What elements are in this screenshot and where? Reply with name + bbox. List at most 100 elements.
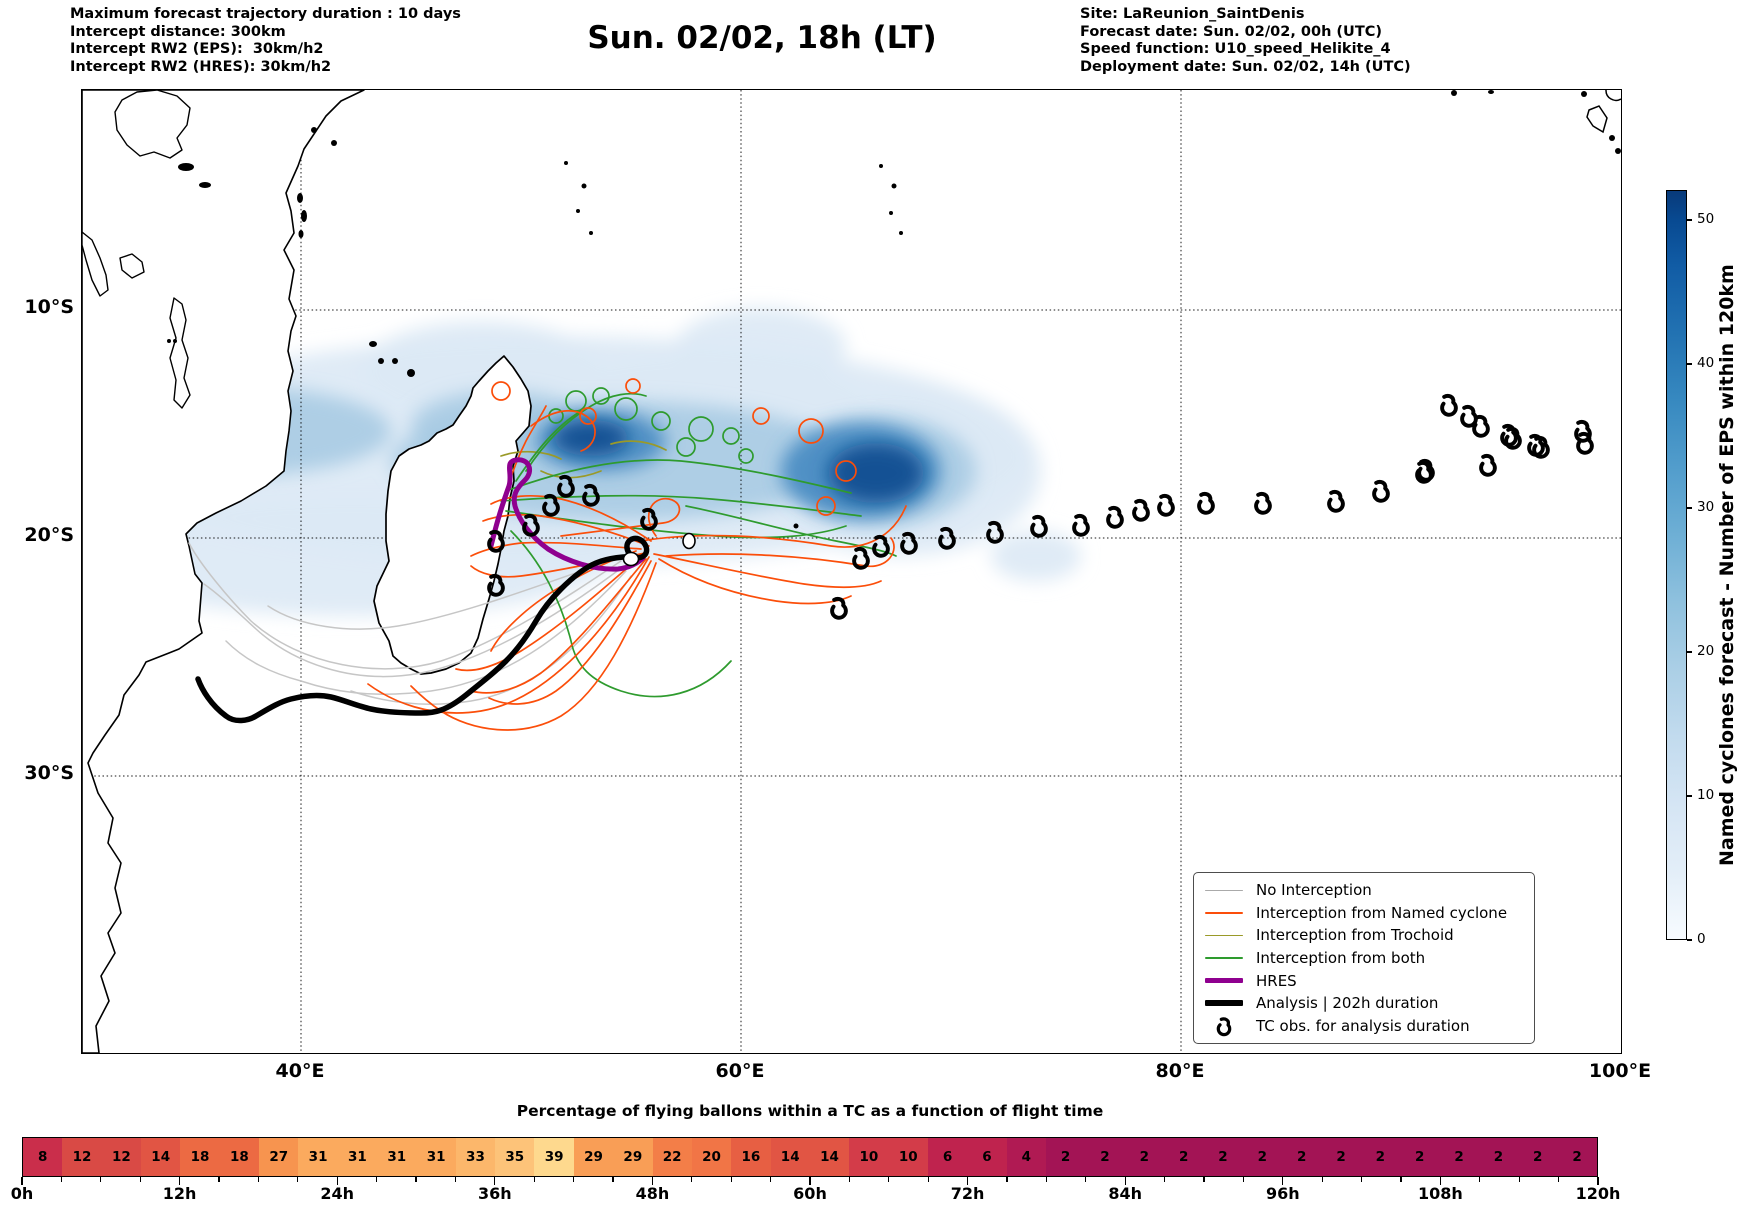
flight-bar-minor-tick <box>218 1177 220 1182</box>
trajectory-orange <box>530 409 596 452</box>
flight-bar-cell: 16 <box>731 1138 771 1176</box>
island-speck <box>1609 135 1615 141</box>
tc-observation-marker <box>1477 453 1498 478</box>
colorbar-tick <box>1687 507 1692 509</box>
island-speck <box>297 193 303 203</box>
legend-item: TC obs. for analysis duration <box>1204 1015 1524 1037</box>
flight-bar-cell: 2 <box>1085 1138 1125 1176</box>
flight-bar-cell: 10 <box>888 1138 928 1176</box>
trajectory-orange <box>470 558 647 694</box>
trajectory-gray <box>225 570 627 695</box>
legend-line-swatch <box>1204 911 1244 914</box>
colorbar-tick-label: 30 <box>1697 499 1715 515</box>
flight-bar-cell: 14 <box>770 1138 810 1176</box>
trajectory-orange <box>560 497 681 537</box>
flight-bar-major-tick <box>336 1177 338 1185</box>
flight-bar-minor-tick <box>1321 1177 1323 1182</box>
eps-colorbar-label: Named cyclones forecast - Number of EPS … <box>1716 264 1738 866</box>
flight-bar-cell: 2 <box>1163 1138 1204 1176</box>
trajectory-loop-green <box>592 387 610 405</box>
flight-bar-major-tick <box>966 1177 969 1185</box>
legend-item-label: Interception from Trochoid <box>1256 926 1454 945</box>
flight-bar-cell: 4 <box>1006 1138 1046 1176</box>
flight-bar-hour-label: 108h <box>1417 1184 1463 1203</box>
lon-tick-label: 100°E <box>1588 1060 1652 1082</box>
trajectory-orange <box>455 555 642 672</box>
flight-bar-cell: 12 <box>101 1138 142 1176</box>
flight-bar-minor-tick <box>1085 1177 1087 1182</box>
flight-bar-major-tick <box>651 1177 654 1185</box>
islet-outline <box>1586 105 1608 134</box>
flight-bar-cell: 2 <box>1439 1138 1479 1176</box>
flight-bar-major-tick <box>178 1177 181 1185</box>
legend-line <box>1205 957 1243 959</box>
flight-bar-hour-label: 96h <box>1265 1184 1300 1203</box>
lat-tick-label: 10°S <box>24 296 74 318</box>
island-speck <box>167 339 171 343</box>
trajectory-loop-green <box>614 397 638 421</box>
flight-bar-minor-tick <box>730 1177 732 1182</box>
trajectory-orange <box>367 556 650 714</box>
colorbar-tick <box>1687 651 1692 653</box>
flight-bar-minor-tick <box>60 1177 63 1182</box>
legend-item-label: Interception from both <box>1256 948 1426 967</box>
flight-bar-cell: 33 <box>455 1138 496 1176</box>
flight-bar-cell: 18 <box>180 1138 220 1176</box>
flight-bar-minor-tick <box>100 1177 102 1182</box>
trajectory-orange <box>470 541 642 557</box>
flight-bar-cell: 31 <box>298 1138 338 1176</box>
flight-bar-cell: 12 <box>62 1138 102 1176</box>
legend-item-label: Interception from Named cyclone <box>1256 903 1508 922</box>
flight-bar-minor-tick <box>888 1177 890 1182</box>
trajectory-loop-green <box>688 416 714 442</box>
density-layer-darkest <box>553 420 924 503</box>
island-speck <box>891 183 897 189</box>
flight-bar-major-tick <box>1439 1177 1442 1185</box>
flight-bar-minor-tick <box>1006 1177 1008 1182</box>
trajectory-loop-green <box>676 437 696 457</box>
tc-observation-marker <box>1252 491 1273 516</box>
island-speck <box>1488 90 1494 94</box>
density-blob <box>828 443 924 503</box>
flight-bar-cell: 2 <box>1242 1138 1282 1176</box>
island-speck <box>1615 148 1621 154</box>
flight-bar-cell: 6 <box>927 1138 968 1176</box>
trajectory-loop-green <box>738 448 754 464</box>
island-speck <box>899 231 903 235</box>
legend-line-swatch <box>1204 889 1244 892</box>
island-speck <box>301 210 307 222</box>
flight-time-bar: 8 12 12 14 18 18 27 31 31 31 31 33 35 39 29 29 22 20 16 14 1… <box>22 1137 1598 1177</box>
trajectory-olive <box>610 440 667 451</box>
trajectory-loop-orange <box>816 496 836 516</box>
tc-observation-marker <box>1104 505 1125 530</box>
island-speck <box>1451 90 1457 96</box>
flight-bar-minor-tick <box>572 1177 575 1182</box>
trajectory-green <box>515 410 582 482</box>
legend: No Interception Interception from Named c… <box>1193 872 1535 1044</box>
trajectory-olive <box>500 450 562 460</box>
flight-bar-cell: 29 <box>573 1138 614 1176</box>
trajectory-orange <box>490 550 637 652</box>
flight-bar-hour-label: 84h <box>1108 1184 1143 1203</box>
flight-bar-minor-tick <box>1557 1177 1560 1182</box>
lat-tick-label: 30°S <box>24 762 74 784</box>
tc-symbol-icon <box>1216 1016 1232 1036</box>
coastlines <box>82 90 1621 1053</box>
trajectory-orange <box>490 495 652 542</box>
legend-item: Analysis | 202h duration <box>1204 992 1524 1014</box>
flight-bar-cell: 14 <box>809 1138 850 1176</box>
colorbar-tick-label: 10 <box>1697 787 1715 803</box>
flight-bar-cell: 20 <box>691 1138 732 1176</box>
island-speck <box>889 211 893 215</box>
map-canvas <box>82 90 1621 1053</box>
flight-bar-cell: 31 <box>377 1138 417 1176</box>
legend-line-swatch <box>1204 934 1244 937</box>
flight-bar-cell: 31 <box>416 1138 456 1176</box>
island-speck <box>369 341 377 347</box>
flight-bar-minor-tick <box>1479 1177 1481 1182</box>
island-speck <box>589 231 593 235</box>
trajectory-green <box>505 459 852 494</box>
legend-line-swatch <box>1204 978 1244 984</box>
flight-bar-minor-tick <box>1360 1177 1363 1182</box>
legend-item: Interception from Trochoid <box>1204 924 1524 946</box>
